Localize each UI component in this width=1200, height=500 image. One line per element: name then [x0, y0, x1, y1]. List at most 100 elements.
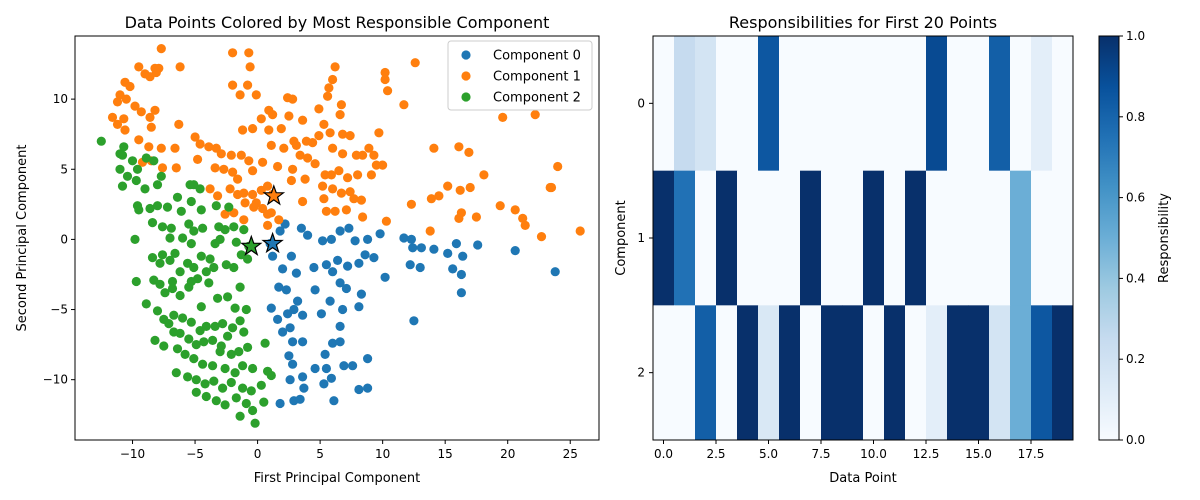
- heatmap-cell: [1052, 36, 1074, 172]
- data-point-component-1: [268, 110, 278, 120]
- legend-label-component-2: Component 2: [493, 91, 581, 106]
- data-point-component-2: [223, 292, 233, 302]
- data-point-component-0: [289, 304, 299, 315]
- data-point-component-1: [425, 226, 435, 236]
- data-point-component-0: [320, 349, 330, 359]
- data-point-component-0: [310, 285, 320, 295]
- data-point-component-1: [150, 105, 160, 115]
- data-point-component-1: [219, 164, 229, 174]
- data-point-component-1: [378, 160, 388, 170]
- colorbar-tick-label: 0.6: [1126, 191, 1145, 205]
- data-point-component-2: [160, 288, 170, 298]
- heatmap-cell: [1010, 170, 1032, 306]
- data-point-component-1: [174, 119, 184, 129]
- heatmap-y-axis-label: Component: [614, 200, 629, 275]
- heatmap-cell: [863, 170, 885, 306]
- data-point-component-2: [157, 250, 168, 260]
- data-point-component-1: [321, 206, 331, 216]
- data-point-component-2: [175, 290, 185, 301]
- data-point-component-0: [375, 229, 385, 239]
- data-point-component-1: [318, 181, 328, 191]
- data-point-component-1: [240, 198, 250, 208]
- data-point-component-1: [136, 107, 146, 117]
- heatmap-x-tick-label: 7.5: [811, 447, 830, 461]
- scatter-y-axis-label: Second Principal Component: [15, 145, 30, 332]
- data-point-component-1: [151, 67, 161, 78]
- data-point-component-0: [456, 288, 466, 298]
- data-point-component-1: [284, 111, 294, 121]
- heatmap-cell: [1052, 305, 1074, 441]
- data-point-component-1: [479, 170, 489, 180]
- data-point-component-0: [286, 251, 296, 261]
- data-point-component-2: [210, 321, 220, 331]
- data-point-component-0: [339, 361, 349, 371]
- data-point-component-1: [249, 202, 259, 212]
- heatmap-cell: [821, 36, 843, 172]
- data-point-component-0: [335, 321, 345, 331]
- scatter-legend: Component 0 Component 1 Component 2: [447, 40, 593, 111]
- data-point-component-1: [256, 114, 266, 124]
- data-point-component-2: [235, 282, 245, 292]
- data-point-component-2: [243, 254, 253, 264]
- y-tick-label: 5: [60, 162, 68, 176]
- data-point-component-0: [298, 337, 308, 347]
- data-point-component-1: [553, 161, 563, 172]
- data-point-component-0: [275, 226, 285, 236]
- data-point-component-0: [285, 375, 295, 385]
- data-point-component-1: [205, 184, 215, 194]
- data-point-component-2: [165, 255, 175, 265]
- data-point-component-2: [226, 377, 236, 388]
- y-tick-label: −10: [43, 373, 68, 387]
- data-point-component-0: [335, 278, 345, 288]
- scatter-plot-area: [74, 35, 600, 441]
- heatmap-cell: [884, 305, 906, 441]
- data-point-component-2: [220, 225, 230, 235]
- heatmap-cell: [758, 170, 780, 306]
- heatmap-cell: [716, 36, 738, 172]
- data-point-component-2: [178, 233, 188, 243]
- heatmap-chart: Responsibilities for First 20 Points 0.0…: [614, 13, 1172, 486]
- data-point-component-0: [550, 267, 560, 277]
- heatmap-cell: [968, 305, 990, 441]
- data-point-component-1: [495, 201, 505, 211]
- x-tick-label: 25: [563, 447, 578, 461]
- centroid-star-1: [262, 184, 286, 206]
- data-point-component-1: [248, 189, 258, 200]
- data-point-component-1: [498, 112, 508, 122]
- data-point-component-2: [220, 363, 230, 374]
- data-point-component-1: [258, 157, 268, 167]
- heatmap-cell: [800, 305, 822, 441]
- heatmap-y-tick-label: 1: [637, 231, 645, 245]
- data-point-component-1: [406, 199, 416, 209]
- data-point-component-0: [363, 234, 373, 244]
- data-point-component-2: [230, 368, 240, 378]
- heatmap-cell: [716, 170, 738, 306]
- heatmap-cell: [695, 36, 717, 172]
- data-point-component-2: [184, 334, 194, 344]
- heatmap-cell: [968, 36, 990, 172]
- heatmap-cell: [674, 170, 696, 306]
- data-point-component-2: [260, 338, 270, 348]
- data-point-component-2: [119, 142, 129, 152]
- data-point-component-2: [241, 304, 251, 315]
- data-point-component-1: [369, 150, 379, 160]
- data-point-component-1: [323, 91, 333, 101]
- heatmap-x-axis: 0.0 2.5 5.0 7.5 10.0 12.5 15.0 17.5: [654, 440, 1044, 461]
- data-point-component-2: [239, 327, 249, 337]
- data-point-component-2: [196, 251, 206, 261]
- data-point-component-2: [171, 368, 181, 378]
- data-point-component-2: [165, 233, 175, 243]
- data-point-component-1: [244, 156, 254, 166]
- data-point-component-1: [121, 94, 131, 104]
- data-point-component-2: [183, 372, 193, 382]
- heatmap-cell: [842, 36, 864, 172]
- data-point-component-0: [298, 372, 308, 382]
- data-point-component-2: [134, 205, 144, 215]
- x-tick-label: 10: [375, 447, 390, 461]
- data-point-component-1: [426, 194, 436, 204]
- data-point-component-2: [167, 283, 178, 294]
- data-point-component-0: [363, 383, 373, 393]
- heatmap-x-tick-label: 5.0: [759, 447, 778, 461]
- data-point-component-2: [218, 383, 228, 393]
- data-point-component-0: [328, 267, 338, 277]
